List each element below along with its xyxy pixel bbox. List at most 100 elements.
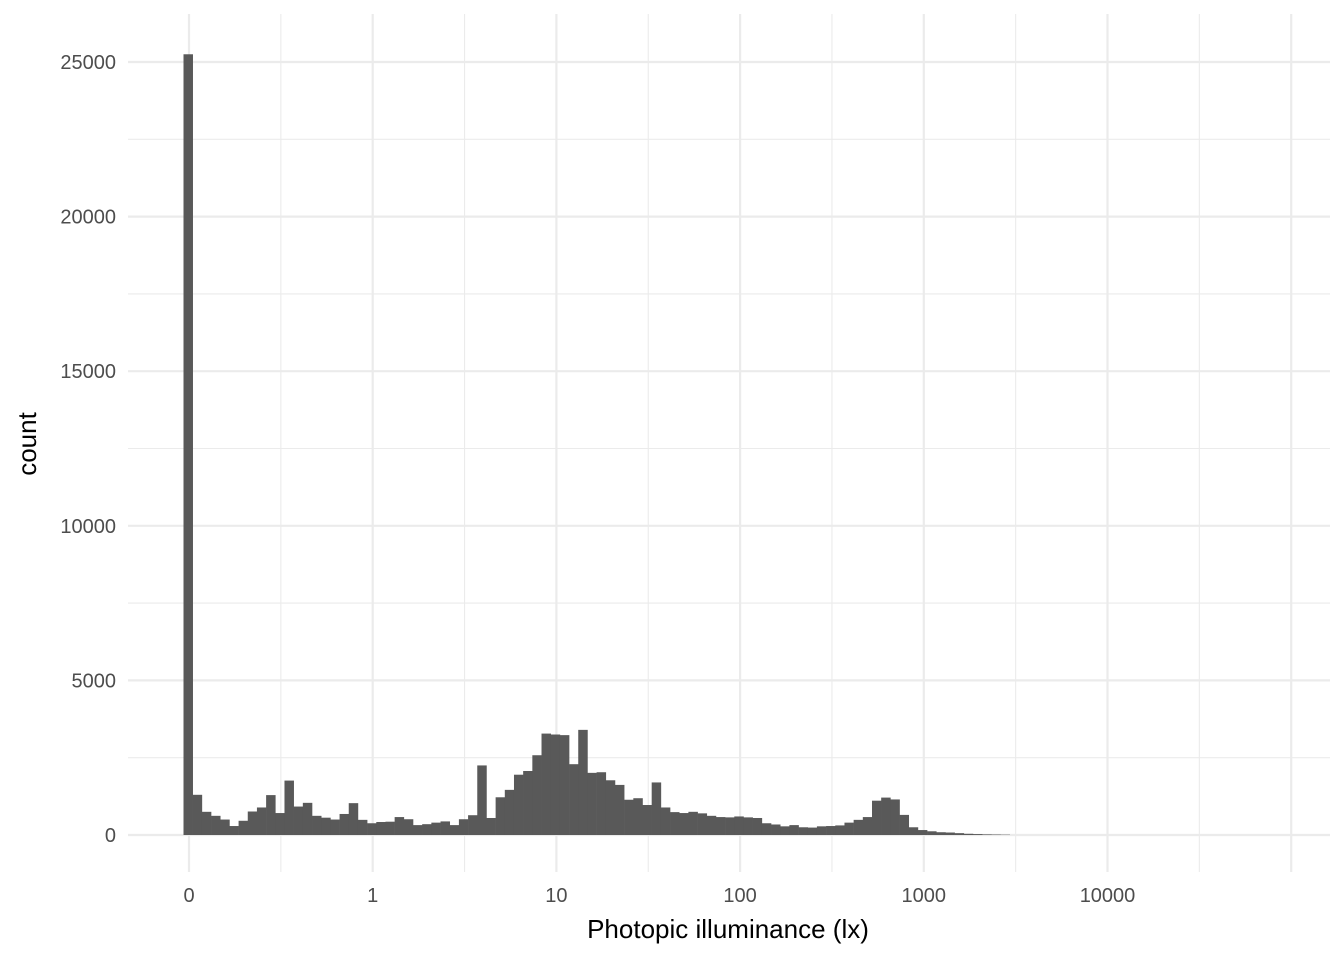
histogram-bar: [890, 799, 900, 835]
histogram-bar: [284, 780, 294, 835]
histogram-bar: [862, 817, 873, 835]
histogram-bar: [752, 817, 763, 835]
histogram-bar: [431, 822, 441, 835]
histogram-bar: [367, 823, 377, 835]
histogram-bar: [394, 817, 405, 835]
histogram-bar: [789, 825, 799, 835]
histogram-bar: [256, 807, 267, 835]
y-tick-label: 0: [105, 825, 116, 847]
histogram-bar: [881, 797, 891, 835]
histogram-bar: [385, 821, 395, 835]
histogram-bar: [238, 820, 249, 835]
histogram-bar: [761, 823, 772, 835]
y-axis-tick-labels: 0 5000 10000 15000 20000 25000: [60, 52, 116, 847]
histogram-bar: [807, 827, 818, 835]
x-tick-label: 0: [183, 885, 194, 907]
histogram-bar: [486, 817, 496, 835]
histogram-bar: [413, 825, 423, 835]
histogram-bar: [743, 817, 753, 835]
histogram-bar: [917, 830, 928, 835]
histogram-bar: [624, 799, 634, 835]
histogram-bar: [192, 794, 203, 835]
x-tick-label: 1000: [902, 885, 947, 907]
y-tick-label: 15000: [60, 361, 116, 383]
histogram-bar: [670, 812, 680, 835]
x-tick-label: 1: [367, 885, 378, 907]
histogram-bar: [339, 813, 350, 835]
histogram-bar: [771, 824, 781, 835]
histogram-bars: [183, 54, 1010, 835]
histogram-bar: [798, 827, 809, 835]
x-axis-title: Photopic illuminance (lx): [587, 914, 869, 944]
histogram-bar: [734, 816, 744, 835]
histogram-bar: [266, 795, 276, 835]
y-axis-title: count: [12, 411, 42, 475]
histogram-bar: [826, 826, 836, 835]
y-tick-label: 5000: [72, 670, 117, 692]
histogram-bar: [780, 826, 790, 835]
histogram-bar: [835, 825, 845, 835]
x-tick-label: 10: [545, 885, 567, 907]
histogram-bar: [449, 825, 460, 835]
histogram-bar: [247, 811, 258, 835]
histogram-bar: [853, 819, 864, 835]
histogram-bar: [211, 815, 221, 835]
y-tick-label: 25000: [60, 52, 116, 74]
histogram-bar: [899, 814, 910, 835]
histogram-bar: [963, 833, 974, 835]
histogram-bar: [954, 833, 965, 835]
histogram-bar: [872, 800, 882, 835]
histogram-bar: [422, 824, 432, 835]
histogram-bar: [697, 813, 708, 835]
histogram-bar: [330, 819, 340, 835]
histogram-bar: [504, 789, 515, 835]
histogram-bar: [275, 813, 285, 835]
histogram-bar: [312, 815, 322, 835]
histogram-bar: [495, 797, 506, 835]
histogram-bar: [945, 832, 955, 835]
histogram-bar: [468, 815, 478, 835]
histogram-bar: [440, 821, 451, 835]
histogram-bar: [532, 755, 542, 835]
histogram-bar: [936, 832, 946, 835]
histogram-bar: [458, 819, 469, 835]
histogram-bar: [660, 807, 671, 835]
histogram-bar: [844, 822, 854, 835]
histogram-bar: [477, 765, 487, 835]
histogram-bar: [321, 817, 331, 835]
histogram-bar: [715, 817, 726, 835]
histogram-bar: [403, 819, 414, 835]
x-axis-tick-labels: 0 1 10 100 1000 10000: [183, 885, 1135, 907]
histogram-bar: [651, 782, 662, 835]
histogram-bar: [908, 827, 919, 835]
histogram-bar: [348, 803, 359, 835]
histogram-bar: [550, 734, 561, 835]
histogram-bar: [982, 834, 992, 835]
histogram-bar: [605, 780, 616, 835]
histogram-bar: [293, 806, 304, 835]
histogram-bar: [614, 784, 625, 835]
histogram-bar: [816, 826, 827, 835]
histogram-bar: [569, 764, 579, 835]
histogram-bar: [523, 771, 533, 835]
histogram-bar: [513, 774, 524, 835]
histogram-bar: [596, 772, 607, 835]
histogram-bar: [587, 772, 597, 835]
histogram-bar: [220, 819, 230, 835]
histogram-bar: [302, 802, 313, 835]
histogram-bar: [679, 813, 689, 835]
histogram-bar: [688, 811, 698, 835]
histogram-bar: [201, 811, 212, 835]
histogram-bar: [376, 822, 386, 835]
histogram-bar: [642, 805, 652, 835]
histogram-bar: [183, 54, 193, 835]
histogram-bar: [559, 735, 570, 835]
x-tick-label: 100: [723, 885, 756, 907]
histogram-bar: [541, 733, 551, 835]
histogram-bar: [357, 819, 368, 835]
grid-lines: [128, 14, 1330, 872]
histogram-bar: [633, 798, 643, 835]
histogram-bar: [578, 729, 588, 835]
histogram-bar: [725, 817, 735, 835]
